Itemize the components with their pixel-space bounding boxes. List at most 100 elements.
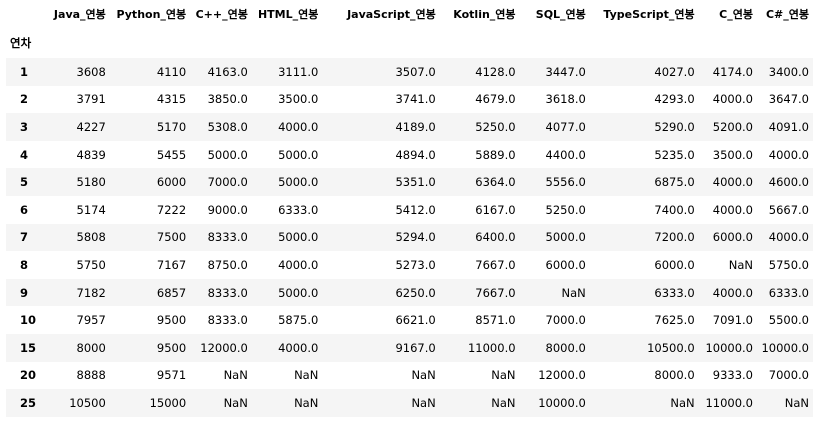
table-cell: 4839 [76,147,106,162]
row-index: 8 [20,257,29,272]
table-cell: 10000.0 [761,340,809,355]
table-cell: 8333.0 [207,285,248,300]
table-cell: 4027.0 [654,64,695,79]
table-cell: 3850.0 [207,92,248,107]
table-cell: 6000.0 [712,230,753,245]
table-cell: 4000.0 [712,92,753,107]
table-cell: NaN [223,395,248,410]
table-cell: NaN [491,368,516,383]
table-cell: 6333.0 [768,285,809,300]
table-cell: 12000.0 [200,340,248,355]
column-header-row: Java_연봉 Python_연봉 C++_연봉 HTML_연봉 JavaScript_… [6,0,813,28]
row-index: 25 [20,395,37,410]
table-cell: 3741.0 [395,92,436,107]
table-cell: 7957 [76,313,106,328]
empty-header-cell [190,28,252,58]
table-cell: 5200.0 [712,119,753,134]
row-index: 1 [20,64,29,79]
table-cell: 4174.0 [712,64,753,79]
table-row: 10 7957 9500 8333.0 5875.0 6621.0 8571.0 7000.0… [6,306,813,334]
table-cell: 9333.0 [712,368,753,383]
table-cell: 15000 [149,395,187,410]
table-cell: 5235.0 [654,147,695,162]
table-cell: 6167.0 [475,202,516,217]
empty-header-cell [520,28,590,58]
table-cell: 5000.0 [545,230,586,245]
table-row: 25 10500 15000 NaN NaN NaN NaN 10000.0 NaN 11000.… [6,389,813,417]
table-cell: 10000.0 [705,340,753,355]
column-header: C#_연봉 [765,8,809,21]
table-cell: 6250.0 [395,285,436,300]
column-header: C++_연봉 [195,8,248,21]
table-row: 20 8888 9571 NaN NaN NaN NaN 12000.0 8000.0 9333.… [6,362,813,390]
table-cell: 7091.0 [712,313,753,328]
row-index: 15 [20,340,37,355]
table-cell: 7000.0 [768,368,809,383]
table-cell: 4110 [156,64,187,79]
column-header: SQL_연봉 [535,8,586,21]
row-index: 20 [20,368,37,383]
table-cell: 5556.0 [545,175,586,190]
table-cell: 4000.0 [278,119,319,134]
table-cell: 5455 [156,147,187,162]
table-cell: 4000.0 [278,257,319,272]
row-index: 9 [20,285,29,300]
table-cell: 12000.0 [538,368,586,383]
table-cell: 7500 [156,230,187,245]
table-cell: 6621.0 [395,313,436,328]
table-cell: 6333.0 [654,285,695,300]
table-cell: 5250.0 [545,202,586,217]
table-cell: 5000.0 [207,147,248,162]
table-cell: 5290.0 [654,119,695,134]
row-index: 4 [20,147,29,162]
table-cell: 4227 [76,119,106,134]
table-cell: 8000.0 [654,368,695,383]
table-cell: 6875.0 [654,175,695,190]
table-cell: 5000.0 [278,285,319,300]
table-cell: 3500.0 [278,92,319,107]
table-cell: 11000.0 [467,340,516,355]
table-cell: 4400.0 [545,147,586,162]
table-cell: 4163.0 [207,64,248,79]
table-cell: 8571.0 [475,313,516,328]
corner-cell [6,0,45,28]
table-cell: 4679.0 [475,92,516,107]
table-cell: 5351.0 [395,175,436,190]
table-cell: 6000.0 [654,257,695,272]
table-cell: NaN [670,395,695,410]
table-cell: 5750 [76,257,106,272]
column-header: Java_연봉 [53,8,106,21]
table-cell: 3500.0 [712,147,753,162]
table-cell: 5308.0 [207,119,248,134]
empty-header-cell [252,28,323,58]
table-cell: 4091.0 [768,119,809,134]
table-cell: 9500 [156,340,187,355]
table-cell: 6364.0 [475,175,516,190]
table-cell: 4000.0 [278,340,319,355]
table-cell: 6000.0 [545,257,586,272]
table-cell: NaN [294,368,319,383]
table-row: 6 5174 7222 9000.0 6333.0 5412.0 6167.0 5250.0 7… [6,196,813,224]
table-cell: 4315 [156,92,187,107]
table-cell: 5875.0 [278,313,319,328]
table-cell: 7167 [156,257,187,272]
table-cell: NaN [491,395,516,410]
table-cell: 5000.0 [278,175,319,190]
table-cell: 6000 [156,175,187,190]
table-cell: 8750.0 [207,257,248,272]
table-cell: NaN [411,395,436,410]
index-name-row: 연차 [6,28,813,58]
empty-header-cell [440,28,520,58]
table-row: 2 3791 4315 3850.0 3500.0 3741.0 4679.0 3618.0 4… [6,86,813,114]
table-row: 9 7182 6857 8333.0 5000.0 6250.0 7667.0 NaN 6333… [6,278,813,307]
table-cell: 6857 [156,285,187,300]
column-header: C_연봉 [719,8,753,21]
table-cell: 9571 [156,368,187,383]
row-index: 2 [20,92,29,107]
table-cell: 10500.0 [647,340,695,355]
column-header: Kotlin_연봉 [453,8,516,21]
table-cell: 5750.0 [768,257,809,272]
table-cell: 6400.0 [475,230,516,245]
table-row: 5 5180 6000 7000.0 5000.0 5351.0 6364.0 5556.0 6… [6,168,813,196]
row-index: 3 [20,119,29,134]
